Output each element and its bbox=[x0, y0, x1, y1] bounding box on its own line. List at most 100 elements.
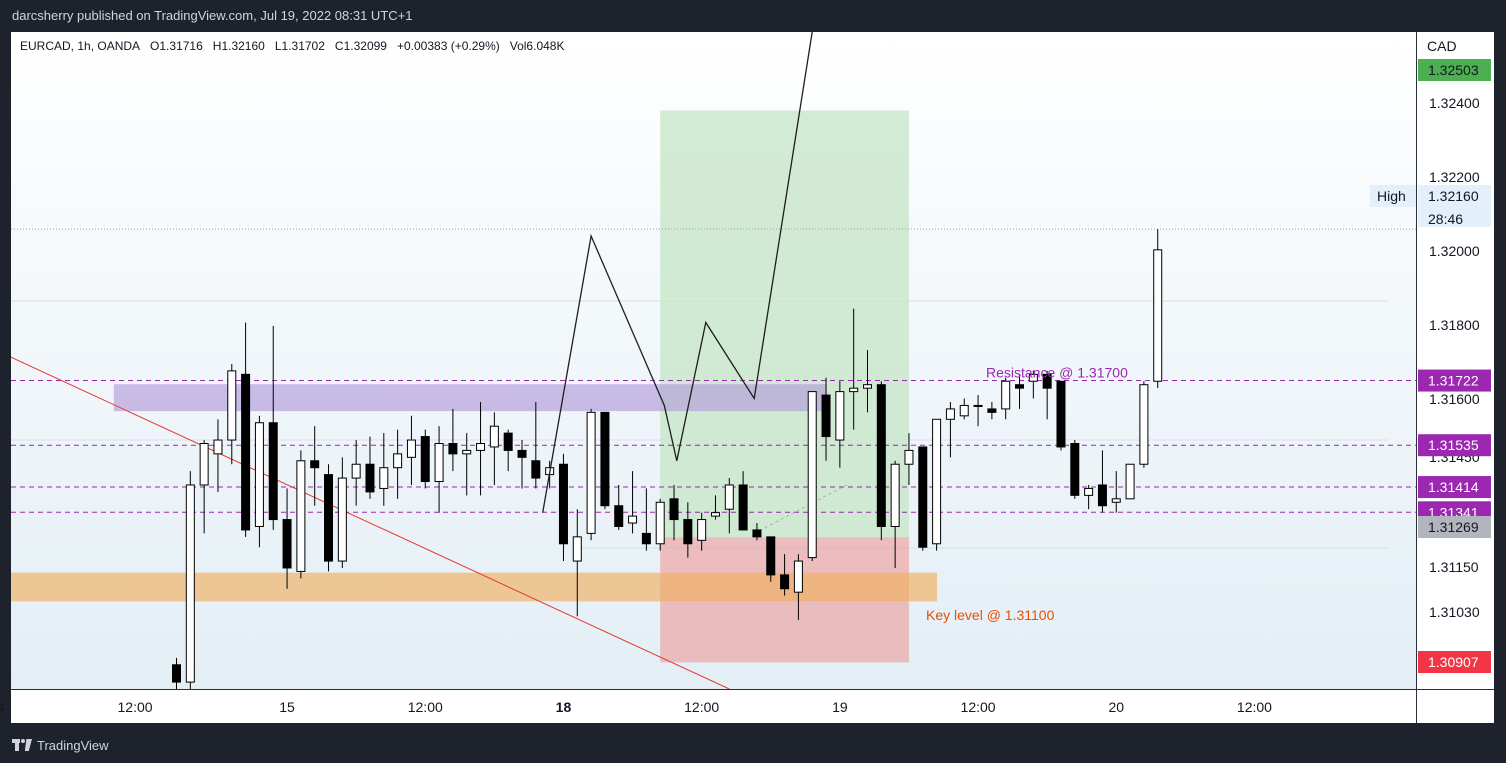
candle bbox=[1125, 463, 1135, 500]
candle bbox=[531, 401, 541, 489]
candle-body bbox=[227, 370, 237, 441]
candle-body bbox=[420, 436, 430, 483]
candle bbox=[254, 415, 264, 548]
candle bbox=[379, 433, 389, 506]
candle bbox=[932, 418, 942, 551]
time-tick-label: 12:00 bbox=[408, 699, 443, 715]
candle bbox=[752, 523, 762, 541]
candle bbox=[351, 440, 361, 506]
resistance-zone bbox=[113, 384, 827, 412]
candle bbox=[821, 377, 831, 461]
candle-body bbox=[1097, 484, 1107, 507]
target-price-tag-bg bbox=[1418, 59, 1491, 81]
candle-body bbox=[683, 519, 693, 545]
candle bbox=[337, 457, 347, 568]
tradingview-brand[interactable]: TradingView bbox=[37, 737, 109, 753]
candle-body bbox=[1001, 380, 1011, 410]
candle bbox=[669, 484, 679, 541]
candle-body bbox=[821, 394, 831, 438]
time-axis bbox=[11, 689, 1494, 723]
candle bbox=[434, 426, 444, 513]
candle bbox=[296, 450, 306, 579]
candle-body bbox=[849, 387, 859, 393]
candle-body bbox=[268, 422, 278, 521]
time-tick-label: 12:00 bbox=[684, 699, 719, 715]
candle bbox=[628, 471, 638, 534]
candle bbox=[310, 426, 320, 506]
candle-body bbox=[793, 560, 803, 593]
candle bbox=[655, 498, 665, 551]
candle bbox=[268, 325, 278, 530]
price-tick-label: 1.31150 bbox=[1429, 559, 1479, 575]
candle bbox=[807, 391, 817, 562]
level-price-tag-text: 1.31414 bbox=[1428, 479, 1479, 495]
candle-body bbox=[807, 391, 817, 559]
legend-open: O1.31716 bbox=[150, 39, 203, 53]
legend-close: C1.32099 bbox=[334, 39, 387, 53]
candle-body bbox=[1084, 487, 1094, 496]
candle-body bbox=[614, 505, 624, 527]
time-tick-label: 12:00 bbox=[118, 699, 153, 715]
symbol-legend: EURCAD, 1h, OANDA O1.31716 H1.32160 L1.3… bbox=[20, 39, 564, 53]
candle bbox=[572, 509, 582, 617]
candle bbox=[489, 412, 499, 485]
candle-body bbox=[393, 453, 403, 469]
candle-body bbox=[600, 411, 610, 507]
high-label: High bbox=[1377, 188, 1406, 204]
candle-body bbox=[558, 463, 568, 545]
candle-body bbox=[724, 484, 734, 510]
candle bbox=[1028, 370, 1038, 399]
support-label: Key level @ 1.31100 bbox=[926, 607, 1055, 623]
candle-body bbox=[863, 384, 872, 389]
candle bbox=[973, 395, 983, 427]
stop-price-tag: 1.30907 bbox=[1418, 651, 1491, 673]
candle bbox=[213, 419, 223, 492]
candle bbox=[641, 488, 651, 551]
candle-body bbox=[462, 449, 472, 455]
candle bbox=[1042, 370, 1052, 420]
candle-body bbox=[310, 460, 320, 469]
level-price-tag: 1.31414 bbox=[1418, 476, 1491, 499]
time-tick-label: 15 bbox=[279, 699, 295, 715]
candle-body bbox=[489, 425, 499, 448]
candle-body bbox=[697, 519, 707, 541]
price-tick-label: 1.32200 bbox=[1429, 169, 1480, 185]
candle-body bbox=[945, 408, 955, 420]
candle-body bbox=[531, 460, 541, 479]
candle bbox=[683, 502, 693, 558]
legend-symbol[interactable]: EURCAD, 1h, OANDA bbox=[20, 39, 141, 53]
candle-body bbox=[835, 391, 845, 441]
candle bbox=[558, 453, 568, 562]
candle bbox=[904, 433, 914, 485]
candle bbox=[945, 401, 955, 458]
candle bbox=[835, 381, 845, 468]
time-tick-label: 14 bbox=[0, 699, 5, 715]
stop-price-tag-text: 1.30907 bbox=[1428, 654, 1479, 670]
candle-body bbox=[876, 384, 886, 527]
candle-body bbox=[1028, 373, 1038, 382]
legend-high: H1.32160 bbox=[212, 39, 265, 53]
candle-body bbox=[213, 439, 223, 455]
candle bbox=[614, 484, 624, 530]
candle-body bbox=[932, 418, 942, 545]
entry-price-tag: 1.31269 bbox=[1418, 516, 1491, 538]
high-marker: High 1.32160 28:46 bbox=[1370, 185, 1491, 227]
candle-body bbox=[710, 512, 720, 517]
time-tick-label: 12:00 bbox=[1237, 699, 1272, 715]
high-label-bg bbox=[1370, 185, 1416, 207]
level-price-tag-bg bbox=[1418, 476, 1491, 499]
candle bbox=[863, 350, 872, 413]
candle-body bbox=[1042, 373, 1052, 389]
candle-body bbox=[1125, 463, 1135, 500]
candle bbox=[959, 398, 969, 420]
candle-body bbox=[655, 501, 665, 545]
price-tick-label: 1.32400 bbox=[1429, 95, 1480, 111]
level-price-tag: 1.31722 bbox=[1418, 369, 1491, 392]
candle bbox=[600, 411, 610, 510]
candle bbox=[503, 429, 513, 472]
candle-body bbox=[890, 463, 900, 527]
candle bbox=[1084, 484, 1094, 510]
level-price-tag-text: 1.31722 bbox=[1428, 373, 1479, 389]
candle bbox=[241, 322, 251, 537]
